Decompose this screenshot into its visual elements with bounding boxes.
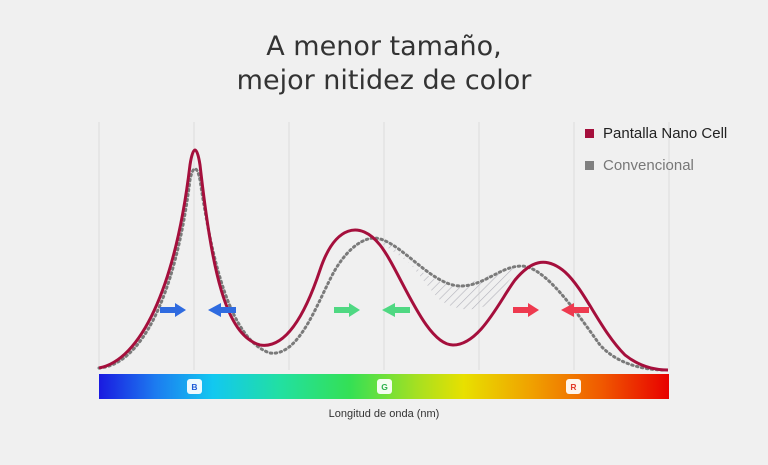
title-line-1: A menor tamaño, [266,31,502,62]
blue-arrow-left [208,303,236,317]
svg-text:B: B [191,382,197,392]
band-label-g: G [377,379,392,394]
band-label-b: B [187,379,202,394]
grid-lines [98,122,670,370]
nano-cell-curve [98,148,669,372]
red-arrow-right [513,303,539,317]
diagram-title: A menor tamaño, mejor nitidez de color [0,30,768,98]
legend-item-nano-cell: Pantalla Nano Cell [585,122,727,144]
conventional-curve [97,167,667,372]
title-line-2: mejor nitidez de color [236,65,532,96]
legend-label: Convencional [603,156,694,174]
legend-swatch-nano-cell [585,128,594,138]
legend-swatch-conventional [585,160,594,170]
legend: Pantalla Nano Cell Convencional [585,122,727,186]
blue-arrow-right [160,303,186,317]
band-arrows [160,303,589,317]
red-arrow-left [561,303,589,317]
svg-text:G: G [381,382,388,392]
green-arrow-left [382,303,410,317]
svg-text:R: R [570,382,576,392]
legend-label: Pantalla Nano Cell [603,124,728,142]
green-arrow-right [334,303,360,317]
legend-item-conventional: Convencional [585,154,727,176]
difference-hatch [370,238,520,310]
band-label-r: R [566,379,581,394]
x-axis-label: Longitud de onda (nm) [328,408,440,420]
